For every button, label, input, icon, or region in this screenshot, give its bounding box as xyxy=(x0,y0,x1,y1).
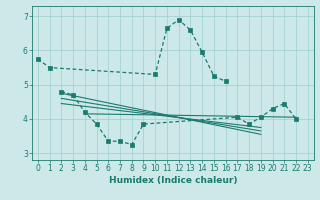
X-axis label: Humidex (Indice chaleur): Humidex (Indice chaleur) xyxy=(108,176,237,185)
